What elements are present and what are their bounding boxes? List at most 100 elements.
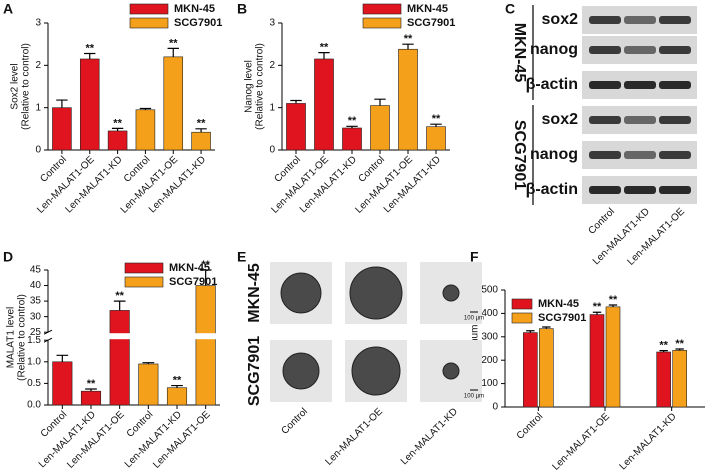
error-bar — [171, 384, 183, 388]
protein-label: nanog — [530, 41, 578, 58]
legend-swatch — [124, 276, 164, 288]
scale-bar-label: 100 µm — [464, 316, 484, 322]
panel-label: B — [237, 1, 247, 17]
cell-line-label: MKN-45 — [511, 23, 528, 83]
legend-label: SCG7901 — [174, 17, 222, 29]
blot-band — [659, 186, 691, 194]
legend-label: SCG7901 — [407, 17, 455, 29]
error-bar — [139, 107, 152, 110]
error-bar — [675, 348, 684, 351]
y-tick-label: 100 — [481, 378, 498, 389]
blot-band — [624, 81, 656, 89]
error-bar — [56, 99, 68, 108]
significance: ** — [197, 118, 206, 130]
significance: ** — [593, 301, 602, 313]
bar — [286, 103, 306, 151]
panel-label: C — [505, 1, 515, 17]
significance: ** — [609, 294, 618, 306]
blot-band — [624, 151, 656, 159]
error-bar — [85, 388, 97, 392]
y-tick-label: 2 — [269, 60, 275, 71]
blot-band — [589, 46, 621, 54]
y-tick-label: 30 — [30, 311, 42, 322]
bar — [426, 126, 446, 151]
significance: ** — [320, 42, 329, 54]
blot-band — [659, 151, 691, 159]
spheroid — [351, 346, 401, 396]
legend-label: SCG7901 — [169, 276, 217, 288]
spheroid — [349, 266, 403, 320]
bar — [79, 58, 100, 151]
bar — [163, 56, 184, 151]
error-bar — [111, 127, 124, 131]
error-bar — [526, 330, 535, 333]
error-bar — [290, 99, 302, 104]
bar — [314, 58, 334, 151]
y-tick-label: 3 — [269, 18, 275, 29]
significance: ** — [115, 290, 124, 302]
bar — [398, 48, 418, 151]
panel-label: F — [470, 249, 479, 265]
cell-line-label: MKN-45 — [246, 263, 263, 323]
y-axis-label: Sox2 level — [10, 63, 21, 109]
legend-swatch — [511, 298, 533, 310]
bar — [539, 328, 554, 408]
legend-label: MKN-45 — [538, 298, 579, 310]
legend-swatch — [511, 312, 533, 324]
protein-label: β-actin — [526, 181, 578, 198]
bar — [672, 350, 687, 408]
error-bar — [56, 354, 69, 362]
y-tick-label: 200 — [481, 355, 498, 366]
blot-band — [624, 16, 656, 24]
legend-label: MKN-45 — [174, 3, 215, 15]
error-bar — [659, 350, 668, 353]
bar — [109, 310, 130, 406]
bar — [107, 130, 128, 151]
significance: ** — [659, 340, 668, 352]
y-tick-label: 35 — [30, 296, 42, 307]
y-tick-label: 2 — [35, 60, 41, 71]
significance: ** — [113, 117, 122, 129]
significance: ** — [201, 259, 210, 271]
legend-label: MKN-45 — [169, 262, 210, 274]
blot-band — [659, 46, 691, 54]
bar — [342, 127, 362, 151]
spheroid — [282, 352, 320, 390]
y-tick-label: 500 — [481, 285, 498, 296]
error-bar — [402, 43, 414, 50]
significance: ** — [173, 374, 182, 386]
blot-band — [589, 16, 621, 24]
bar — [80, 390, 102, 406]
y-tick-label: 0 — [269, 145, 275, 156]
error-bar — [167, 47, 179, 57]
y-tick-label: 0 — [35, 145, 41, 156]
x-tick-label: Control — [515, 411, 546, 442]
bar — [191, 131, 211, 151]
blot-band — [589, 151, 621, 159]
panel-label: D — [3, 249, 13, 265]
spheroid — [280, 272, 322, 314]
y-tick-label: 1.5 — [27, 335, 41, 346]
y-tick-label: 1.0 — [27, 356, 41, 367]
protein-label: nanog — [530, 146, 578, 163]
blot-band — [659, 116, 691, 124]
error-bar — [113, 300, 126, 311]
significance: ** — [87, 378, 96, 390]
error-bar — [430, 123, 442, 127]
y-tick-label: 1 — [35, 102, 41, 113]
legend-swatch — [362, 3, 402, 15]
legend-swatch — [129, 17, 169, 29]
y-axis-label: (Relative to control) — [255, 43, 266, 130]
group-label: Control — [279, 406, 310, 437]
legend-swatch — [362, 17, 402, 29]
error-bar — [374, 98, 386, 106]
y-tick-label: 1 — [269, 102, 275, 113]
legend-swatch — [124, 262, 164, 274]
bar — [52, 107, 72, 151]
y-tick-label: 3 — [35, 18, 41, 29]
bar — [52, 361, 73, 406]
y-axis-label: (Relative to control) — [17, 294, 28, 381]
legend-swatch — [129, 3, 169, 15]
y-tick-label: 0.0 — [27, 400, 41, 411]
lane-label: Control — [586, 206, 617, 237]
